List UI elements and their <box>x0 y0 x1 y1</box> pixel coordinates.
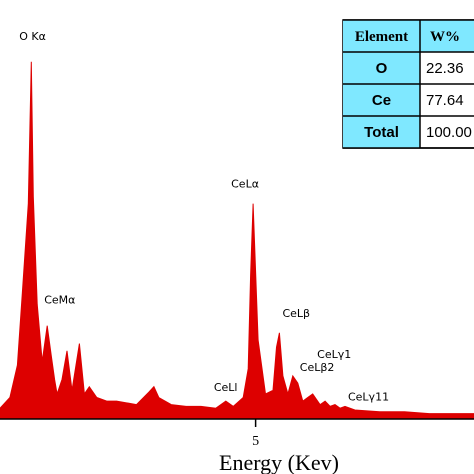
table-header-bg <box>343 20 474 52</box>
table-cell-element: Ce <box>372 92 391 109</box>
x-axis-title: Energy (Kev) <box>219 450 339 474</box>
peak-label-5: CeLβ2 <box>300 361 335 374</box>
axis-layer: 5 Energy (Kev) <box>0 418 474 474</box>
peak-label-2: CeLα <box>231 178 259 191</box>
table-header-1: W% <box>430 29 460 45</box>
table-cell-weight: 77.64 <box>426 92 464 109</box>
table-cell-element: O <box>376 60 388 77</box>
spectrum-area-0 <box>0 61 474 420</box>
peak-label-4: CeLγ1 <box>317 348 351 361</box>
peak-label-1: CeMα <box>44 294 75 307</box>
table-cell-weight: 100.00 <box>426 124 472 141</box>
peak-label-6: CeLl <box>214 381 238 394</box>
table-element-col-bg <box>343 52 420 148</box>
spectrum-layer <box>0 61 474 420</box>
table-header-0: Element <box>355 29 408 45</box>
x-tick-label-5: 5 <box>252 434 259 449</box>
peak-label-0: O Kα <box>19 30 46 43</box>
peak-label-3: CeLβ <box>282 307 310 320</box>
table-cell-weight: 22.36 <box>426 60 464 77</box>
peak-label-7: CeLγ11 <box>348 390 389 403</box>
table-cell-element: Total <box>364 124 399 141</box>
composition-table: Element W% O 22.36 Ce 77.64 Total 100.00 <box>342 19 474 149</box>
